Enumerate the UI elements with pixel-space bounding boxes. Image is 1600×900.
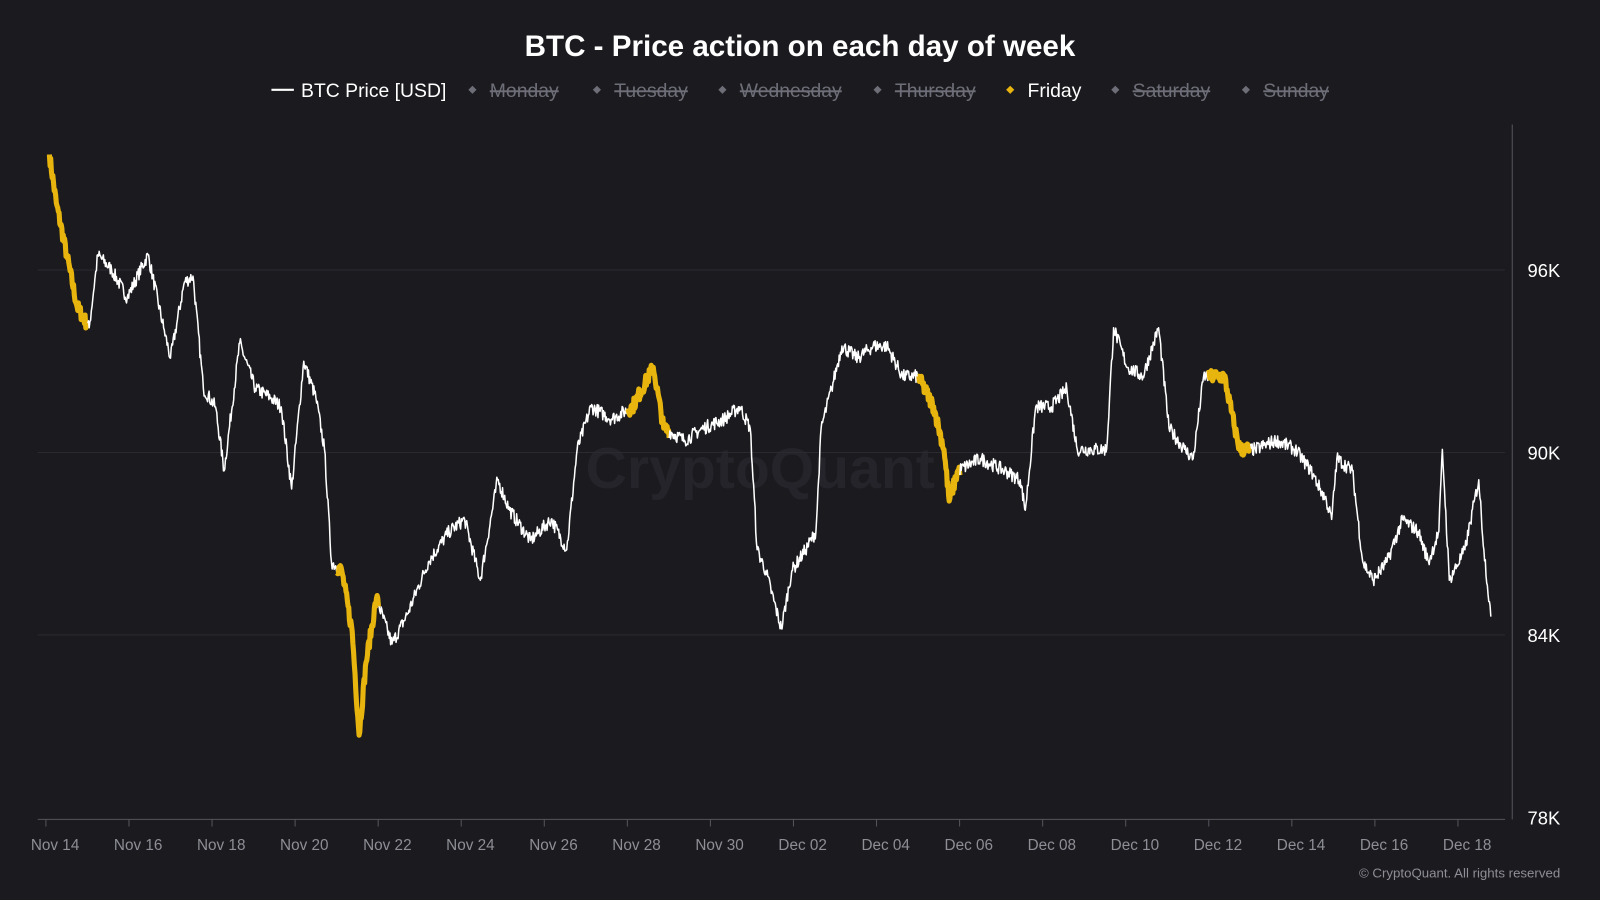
y-tick-label: 84K — [1528, 625, 1561, 646]
x-tick-label: Dec 12 — [1194, 837, 1242, 854]
x-tick-label: Nov 30 — [695, 837, 743, 854]
legend-label: Thursday — [895, 80, 976, 102]
diamond-marker-icon — [1241, 85, 1250, 94]
legend-label: Sunday — [1263, 80, 1329, 102]
y-tick-label: 78K — [1528, 807, 1561, 828]
legend-item-btc-price-usd[interactable]: BTC Price [USD] — [271, 80, 446, 102]
chart-title: BTC - Price action on each day of week — [525, 30, 1076, 63]
legend-item-thursday[interactable]: Thursday — [873, 80, 976, 102]
price-line-segment — [1249, 434, 1492, 617]
y-tick-label: 90K — [1528, 443, 1561, 464]
price-line-segment — [378, 403, 629, 646]
x-tick-label: Nov 18 — [197, 837, 245, 854]
x-tick-label: Nov 26 — [529, 837, 577, 854]
x-tick-label: Dec 16 — [1360, 837, 1408, 854]
legend-label: BTC Price [USD] — [301, 80, 446, 102]
diamond-marker-icon — [592, 85, 602, 94]
x-tick-label: Dec 10 — [1111, 837, 1159, 854]
legend-item-friday[interactable]: Friday — [1006, 80, 1082, 102]
legend-label: Tuesday — [614, 80, 688, 102]
price-line-segment — [959, 326, 1210, 511]
x-tick-label: Nov 16 — [114, 837, 162, 854]
x-tick-label: Dec 06 — [945, 837, 993, 854]
legend-label: Wednesday — [740, 80, 842, 102]
legend-item-sunday[interactable]: Sunday — [1241, 80, 1329, 102]
friday-price-segment — [1206, 368, 1253, 458]
diamond-marker-icon — [873, 85, 882, 94]
diamond-marker-icon — [1111, 85, 1120, 94]
x-tick-label: Dec 08 — [1028, 837, 1076, 854]
friday-price-segment — [916, 373, 963, 504]
diamond-marker-icon — [1006, 85, 1015, 94]
x-tick-label: Nov 22 — [363, 837, 411, 854]
friday-price-segment — [625, 362, 672, 439]
x-tick-label: Dec 04 — [861, 837, 910, 854]
friday-price-segment — [46, 154, 91, 331]
copyright: © CryptoQuant. All rights reserved — [1359, 866, 1560, 881]
x-tick-label: Nov 14 — [31, 837, 80, 854]
x-tick-label: Dec 02 — [778, 837, 826, 854]
y-tick-label: 96K — [1528, 260, 1561, 281]
legend-label: Monday — [490, 80, 559, 102]
legend-item-wednesday[interactable]: Wednesday — [718, 80, 842, 102]
x-tick-label: Nov 20 — [280, 837, 328, 854]
gridlines — [37, 269, 1506, 636]
price-line-segment — [87, 250, 338, 574]
x-tick-label: Nov 24 — [446, 837, 495, 854]
y-axis: 78K 84K 90K 96K — [1511, 124, 1561, 828]
friday-price-segment — [335, 563, 382, 738]
legend-item-saturday[interactable]: Saturday — [1111, 80, 1211, 102]
price-series — [46, 154, 1492, 738]
price-line-segment — [668, 339, 919, 630]
x-tick-label: Dec 18 — [1443, 837, 1491, 854]
legend-label: Saturday — [1133, 80, 1211, 102]
x-axis: Nov 14 Nov 16 Nov 18 Nov 20 Nov 22 Nov 24 Nov … — [31, 818, 1506, 854]
legend-item-tuesday[interactable]: Tuesday — [592, 80, 688, 102]
x-tick-label: Nov 28 — [612, 837, 660, 854]
legend-label: Friday — [1028, 80, 1082, 102]
x-tick-label: Dec 14 — [1277, 837, 1326, 854]
watermark: CryptoQuant — [586, 437, 935, 501]
diamond-marker-icon — [718, 85, 727, 94]
legend: BTC Price [USD] Monday Tuesday Wednesday Thu… — [271, 80, 1329, 102]
